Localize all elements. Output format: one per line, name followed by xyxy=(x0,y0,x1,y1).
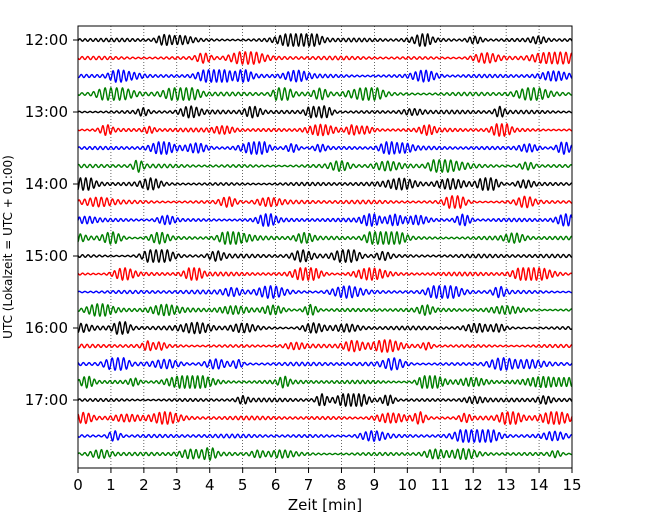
seismogram-trace xyxy=(77,195,573,209)
x-tick-label: 15 xyxy=(562,476,581,494)
x-tick-label: 0 xyxy=(73,476,83,494)
seismogram-trace xyxy=(77,123,573,137)
seismogram-trace xyxy=(77,321,573,335)
x-tick-label: 8 xyxy=(337,476,347,494)
y-tick-label: 17:00 xyxy=(25,391,68,409)
y-tick-label: 12:00 xyxy=(25,31,68,49)
y-tick-label: 15:00 xyxy=(25,247,68,265)
x-axis-label: Zeit [min] xyxy=(288,496,362,514)
seismogram-trace xyxy=(77,51,573,65)
seismogram-trace xyxy=(77,69,573,83)
x-tick-label: 2 xyxy=(139,476,149,494)
y-tick-label: 16:00 xyxy=(25,319,68,337)
seismogram-trace xyxy=(77,105,573,119)
seismogram-trace xyxy=(77,285,573,299)
plot-frame xyxy=(77,25,573,469)
x-tick-label: 10 xyxy=(398,476,417,494)
seismogram-trace xyxy=(77,231,573,245)
seismogram-trace xyxy=(77,339,573,353)
x-tick-label: 3 xyxy=(172,476,182,494)
seismogram-trace xyxy=(77,33,573,47)
seismogram-trace xyxy=(77,177,573,191)
x-tick-label: 13 xyxy=(497,476,516,494)
seismogram-trace xyxy=(77,447,573,461)
seismogram-trace xyxy=(77,249,573,263)
x-tick-label: 6 xyxy=(271,476,281,494)
x-tick-label: 12 xyxy=(464,476,483,494)
seismogram-trace xyxy=(77,87,573,101)
seismogram-trace xyxy=(77,303,573,317)
seismogram-trace xyxy=(77,375,573,389)
seismogram-trace xyxy=(77,159,573,173)
seismogram-trace xyxy=(77,267,573,281)
seismogram-trace xyxy=(77,429,573,443)
seismogram-trace xyxy=(77,357,573,371)
x-tick-label: 9 xyxy=(370,476,380,494)
trace-group xyxy=(77,33,573,461)
y-tick-label: 14:00 xyxy=(25,175,68,193)
seismogram-trace xyxy=(77,393,573,407)
x-tick-label: 4 xyxy=(205,476,215,494)
x-tick-label: 5 xyxy=(238,476,248,494)
seismogram-trace xyxy=(77,411,573,425)
y-axis-ticks: 12:00 13:00 14:00 15:00 16:00 17:00 xyxy=(25,31,78,409)
x-tick-label: 1 xyxy=(106,476,116,494)
seismogram-trace xyxy=(77,141,573,155)
x-tick-label: 11 xyxy=(431,476,450,494)
y-tick-label: 13:00 xyxy=(25,103,68,121)
x-tick-label: 7 xyxy=(304,476,314,494)
x-tick-label: 14 xyxy=(530,476,549,494)
seismogram-trace xyxy=(77,213,573,227)
x-axis-ticks: 0 1 2 3 4 5 6 7 8 9 10 11 12 13 14 15 xyxy=(73,468,582,494)
y-axis-label: UTC (Lokalzeit = UTC + 01:00) xyxy=(1,155,15,339)
